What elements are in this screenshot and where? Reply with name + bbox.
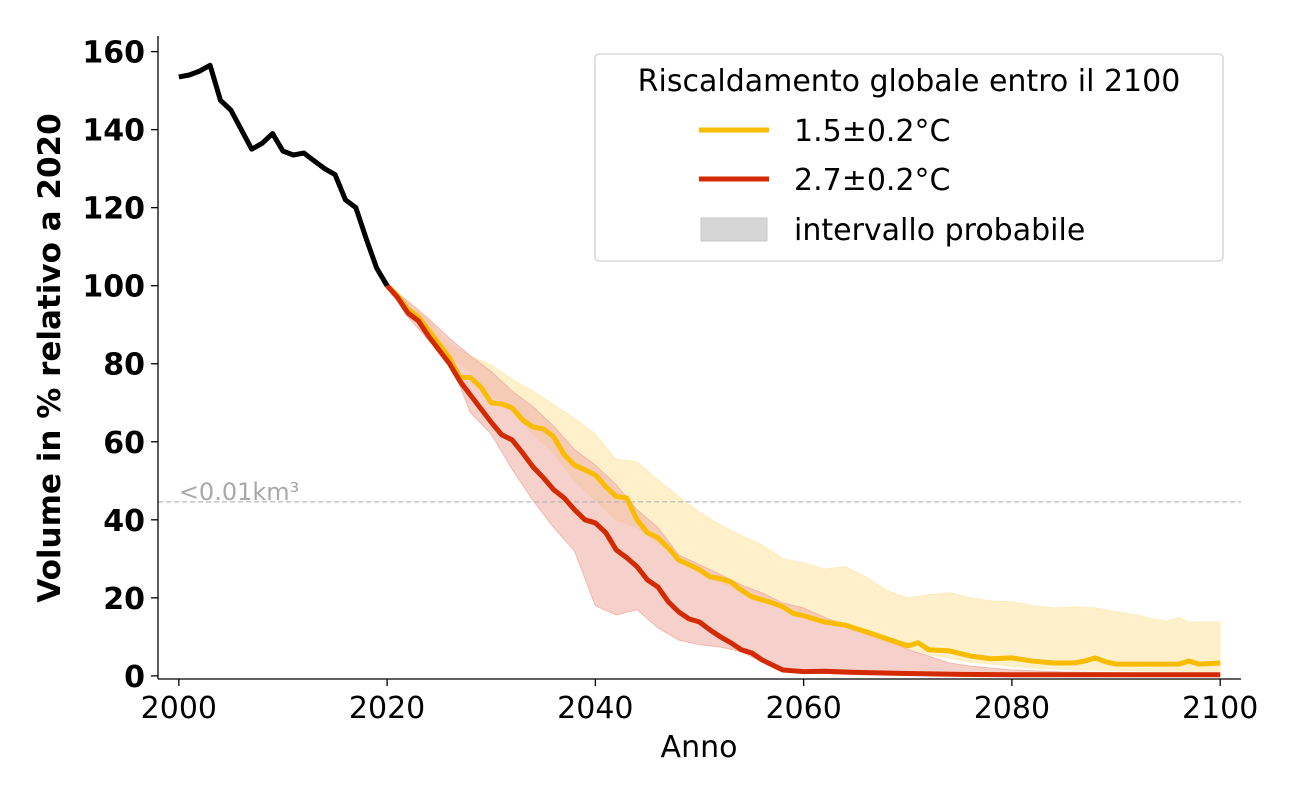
legend-label-1-5c: 1.5±0.2°C	[794, 114, 951, 149]
y-tick-label: 40	[103, 504, 145, 539]
x-ticks: 2000 2020 2040 2060 2080 2100	[141, 679, 1258, 726]
y-ticks: 0 20 40 60 80 100 120 140 160	[82, 36, 158, 695]
series-line-2702	[385, 284, 1221, 678]
legend-swatch-range	[700, 217, 768, 242]
x-tick-label: 2100	[1182, 691, 1258, 726]
y-tick-label: 0	[124, 660, 145, 695]
y-tick-label: 160	[82, 36, 145, 71]
y-tick-label: 80	[103, 348, 145, 383]
x-tick-label: 2060	[765, 691, 841, 726]
x-axis-title: Anno	[661, 730, 738, 765]
y-tick-label: 120	[82, 192, 145, 227]
y-tick-label: 60	[103, 426, 145, 461]
y-axis-title: Volume in % relativo a 2020	[32, 113, 68, 602]
legend-frame	[594, 53, 1224, 262]
legend: Riscaldamento globale entro il 2100 1.5±…	[594, 53, 1224, 262]
y-tick-label: 140	[82, 114, 145, 149]
series-lines	[178, 62, 1221, 678]
legend-label-range: intervallo probabile	[794, 213, 1085, 248]
series-line-observed	[178, 62, 390, 287]
y-tick-label: 20	[103, 582, 145, 617]
y-tick-label: 100	[82, 270, 145, 305]
x-tick-label: 2000	[141, 691, 217, 726]
x-tick-label: 2020	[349, 691, 425, 726]
legend-label-2-7c: 2.7±0.2°C	[794, 163, 951, 198]
x-tick-label: 2040	[557, 691, 633, 726]
series-line-1502	[385, 283, 1221, 667]
legend-title: Riscaldamento globale entro il 2100	[638, 64, 1181, 99]
threshold-annotation: <0.01km³	[179, 478, 299, 506]
x-tick-label: 2080	[974, 691, 1050, 726]
